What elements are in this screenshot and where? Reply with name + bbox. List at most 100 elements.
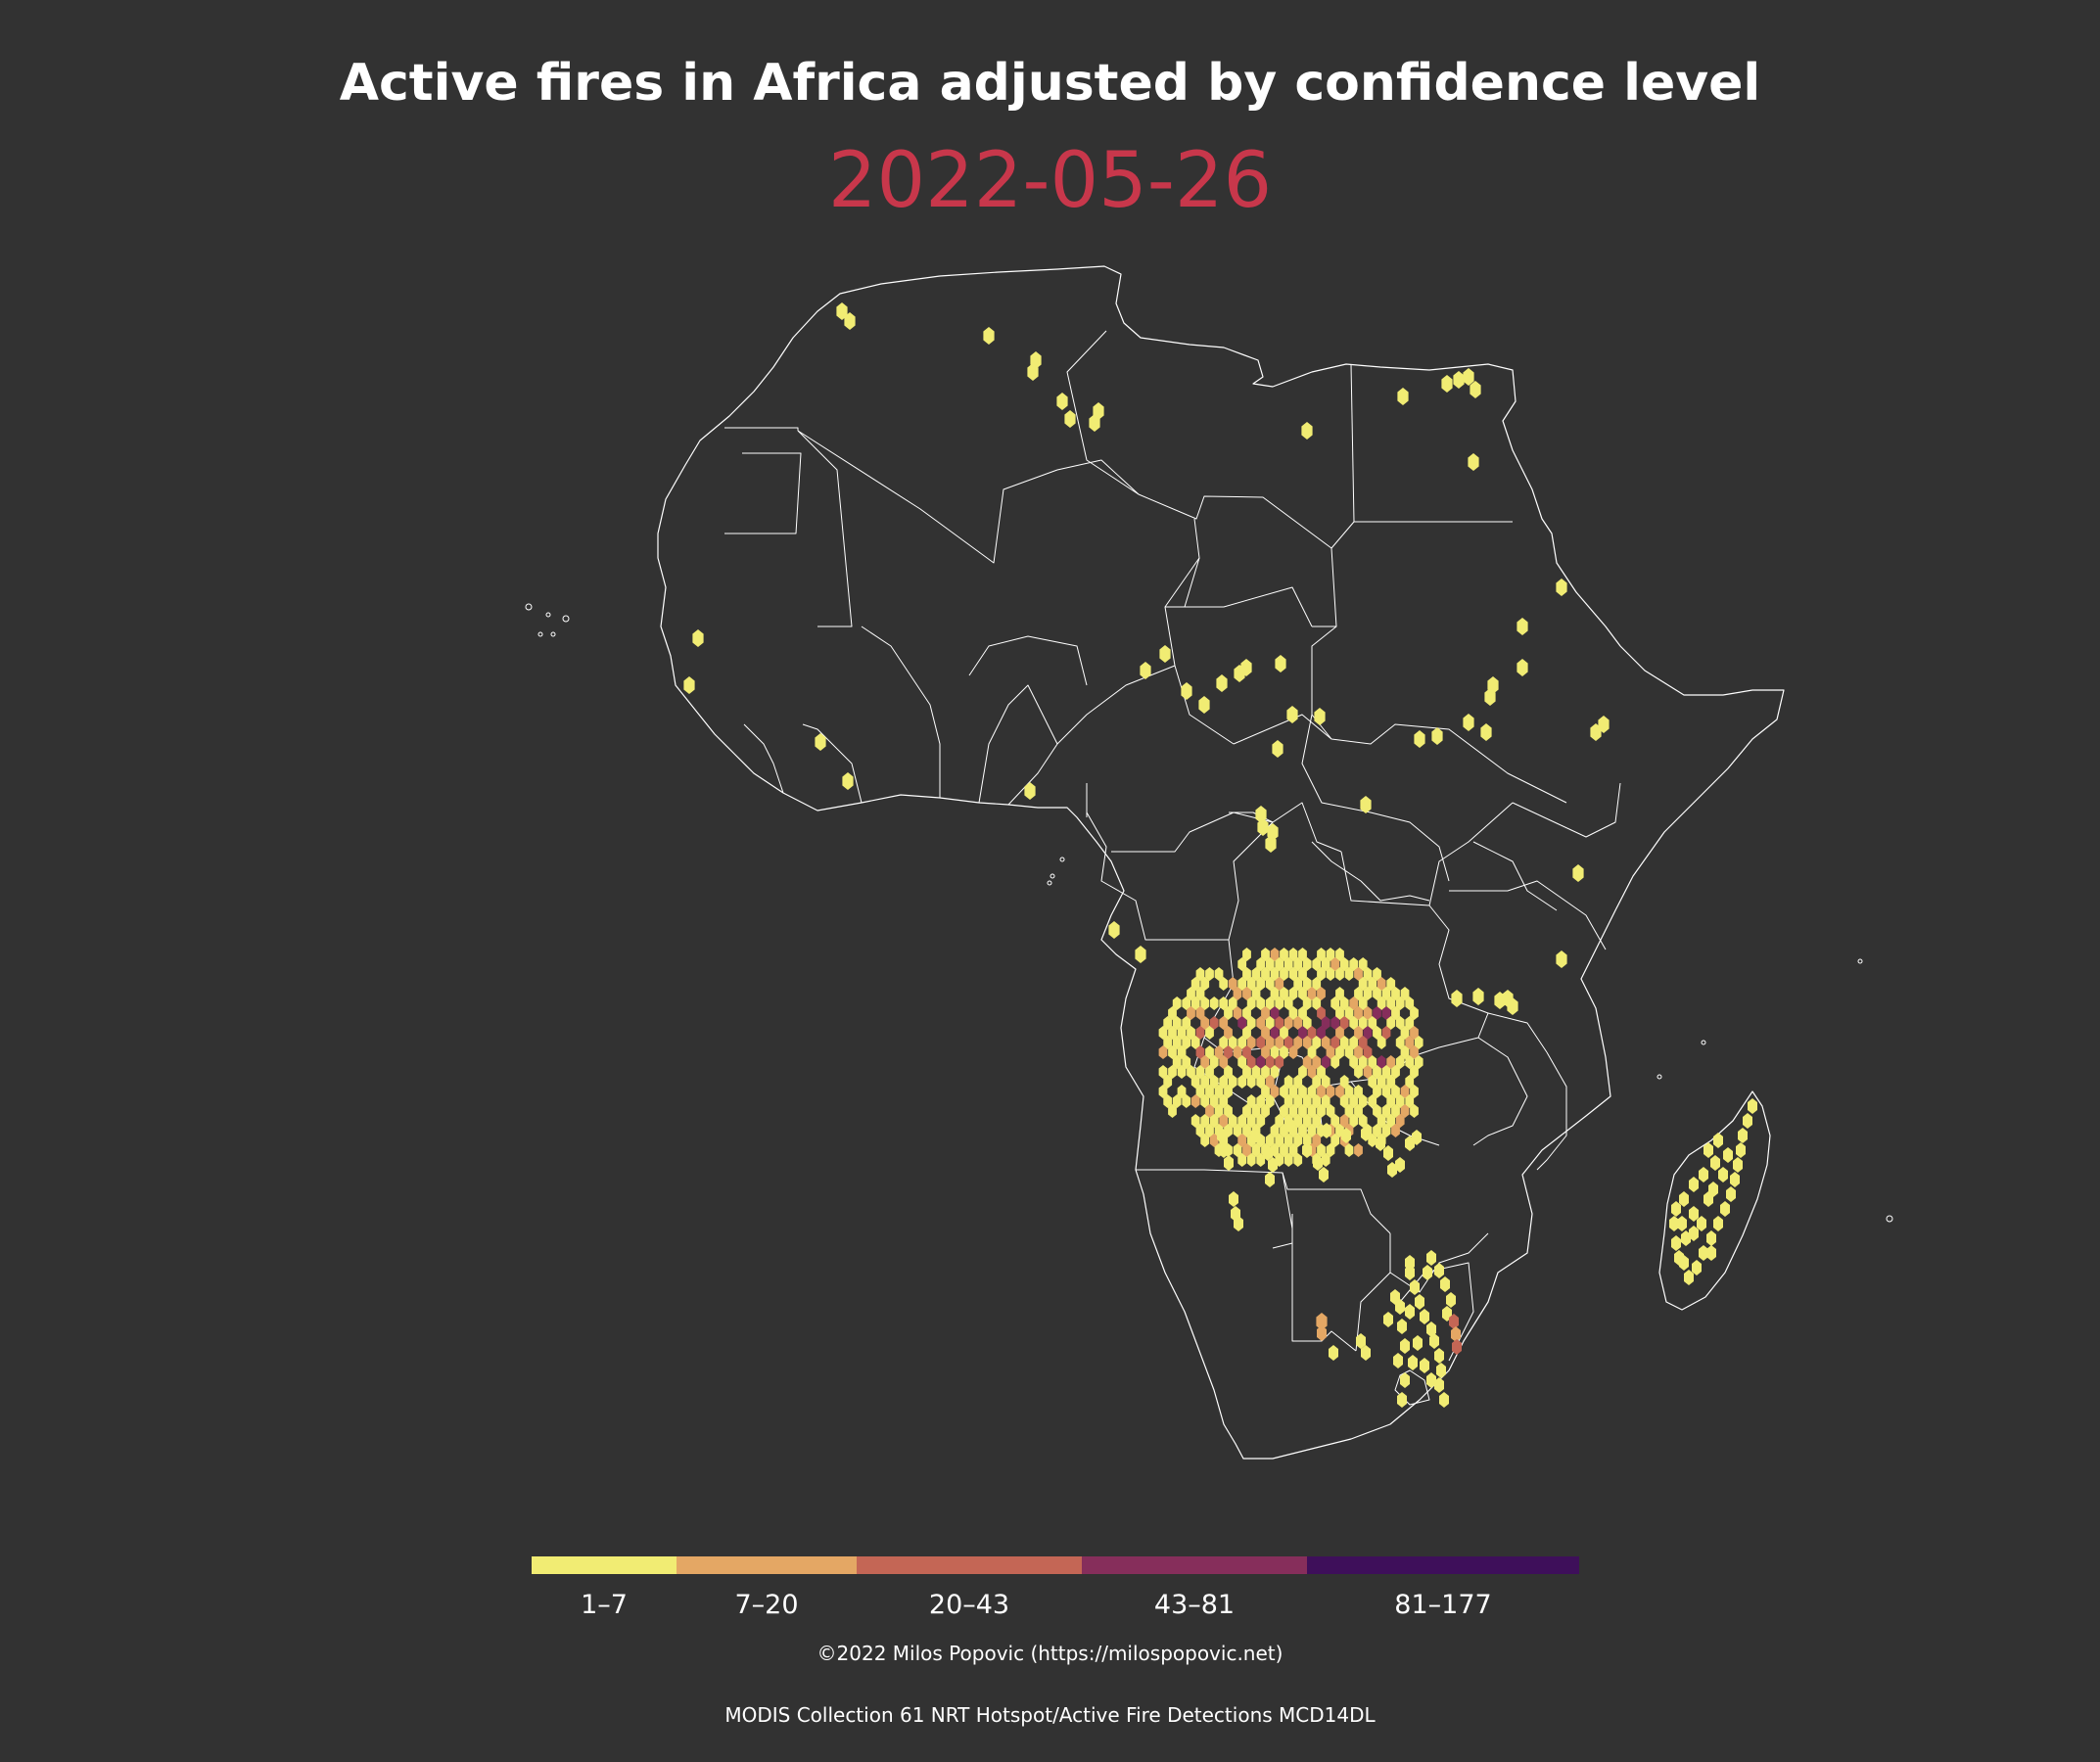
fire-hex bbox=[1391, 1006, 1400, 1020]
fire-hex bbox=[1190, 1094, 1200, 1108]
fire-hex bbox=[1190, 997, 1200, 1010]
fire-hex bbox=[1172, 1016, 1182, 1030]
fire-hex bbox=[1317, 948, 1326, 961]
fire-hex bbox=[1344, 1085, 1354, 1098]
fire-hex bbox=[1472, 988, 1484, 1005]
fire-hex bbox=[1381, 1085, 1391, 1098]
map-date: 2022-05-26 bbox=[827, 137, 1273, 225]
fire-hex bbox=[1280, 1026, 1288, 1040]
fire-hex bbox=[1434, 1263, 1444, 1278]
fire-hex bbox=[1265, 1134, 1275, 1147]
fire-hex bbox=[1414, 1036, 1423, 1049]
fire-hex bbox=[1233, 1143, 1242, 1157]
fire-hex bbox=[1270, 987, 1280, 1000]
fire-hex bbox=[1312, 957, 1322, 971]
fire-hex bbox=[1219, 977, 1229, 991]
fire-hex bbox=[1265, 835, 1277, 853]
fire-hex bbox=[1373, 1006, 1381, 1020]
fire-hex bbox=[1368, 1055, 1377, 1069]
fire-hex bbox=[1275, 997, 1284, 1010]
fire-hex bbox=[1349, 1036, 1359, 1049]
fire-hex bbox=[1246, 1055, 1256, 1069]
fire-hex bbox=[1363, 987, 1373, 1000]
fire-hex bbox=[1265, 1075, 1275, 1089]
fire-hex bbox=[1377, 997, 1386, 1010]
fire-hex bbox=[1710, 1155, 1720, 1171]
fire-hex bbox=[1358, 997, 1368, 1010]
fire-hex bbox=[1446, 1292, 1456, 1308]
fire-hex bbox=[1321, 1075, 1330, 1089]
fire-hex bbox=[1168, 1006, 1177, 1020]
fire-hex bbox=[1064, 410, 1076, 428]
fire-hex bbox=[1198, 696, 1210, 714]
fire-hex bbox=[1358, 1036, 1368, 1049]
fire-hex bbox=[1168, 1045, 1177, 1059]
fire-hex bbox=[1205, 1026, 1214, 1040]
fire-hex bbox=[1275, 1055, 1284, 1069]
fire-hex bbox=[1200, 1075, 1210, 1089]
fire-hex bbox=[1224, 1006, 1233, 1020]
fire-hex bbox=[1177, 1026, 1187, 1040]
fire-hex bbox=[1354, 1006, 1363, 1020]
fire-hex bbox=[1288, 967, 1298, 981]
fire-hex bbox=[1317, 1143, 1326, 1157]
fire-hex bbox=[1093, 402, 1104, 420]
legend-label-1: 1–7 bbox=[581, 1590, 628, 1620]
fire-hex bbox=[1397, 1319, 1407, 1334]
fire-hex bbox=[1187, 987, 1195, 1000]
fire-hex bbox=[1677, 1216, 1687, 1231]
fire-hex bbox=[1209, 1055, 1219, 1069]
fire-hex bbox=[1205, 1085, 1214, 1098]
fire-hex bbox=[1228, 997, 1237, 1010]
fire-hex bbox=[1219, 1114, 1229, 1128]
fire-hex bbox=[1517, 618, 1528, 635]
fire-hex bbox=[1363, 1045, 1373, 1059]
fire-hex bbox=[1307, 1065, 1317, 1079]
credit-text: ©2022 Milos Popovic (https://milospopovi… bbox=[817, 1642, 1283, 1665]
fire-hex bbox=[1307, 1045, 1317, 1059]
fire-hex bbox=[1377, 1075, 1386, 1089]
fire-hex bbox=[1671, 1235, 1681, 1251]
fire-hex bbox=[1246, 1114, 1256, 1128]
fire-hex bbox=[1386, 1016, 1396, 1030]
fire-hex bbox=[1330, 957, 1340, 971]
fire-hex bbox=[1172, 1055, 1182, 1069]
fire-hex bbox=[1317, 967, 1326, 981]
fire-hex bbox=[1669, 1216, 1679, 1231]
fire-hex bbox=[1358, 1055, 1368, 1069]
fire-hex bbox=[1237, 1153, 1247, 1167]
fire-hex bbox=[1293, 1075, 1303, 1089]
fire-hex bbox=[1237, 1114, 1247, 1128]
fire-hex bbox=[1242, 1045, 1251, 1059]
fire-hex bbox=[1302, 1134, 1312, 1147]
fire-hex bbox=[1182, 1036, 1191, 1049]
fire-hex bbox=[1400, 1104, 1410, 1118]
legend-swatch-4 bbox=[1082, 1556, 1307, 1574]
fire-hex bbox=[1354, 1143, 1363, 1157]
fire-hex bbox=[1322, 1123, 1331, 1138]
fire-hex bbox=[1163, 1036, 1173, 1049]
fire-hex bbox=[1326, 1143, 1335, 1157]
fire-hex bbox=[1400, 987, 1410, 1000]
fire-hex bbox=[1251, 987, 1261, 1000]
fire-hex bbox=[1426, 1250, 1436, 1266]
fire-hex bbox=[1237, 977, 1247, 991]
fire-hex bbox=[1381, 1124, 1391, 1137]
fire-hex bbox=[1288, 1085, 1298, 1098]
fire-hex bbox=[1288, 1045, 1298, 1059]
madagascar bbox=[1658, 1090, 1771, 1311]
fire-hex bbox=[1400, 1372, 1410, 1388]
fire-hex bbox=[1339, 1094, 1349, 1108]
fire-hex bbox=[1200, 1055, 1210, 1069]
fire-hex bbox=[1434, 1377, 1444, 1393]
fire-hex bbox=[1307, 1124, 1317, 1137]
fire-hex bbox=[1361, 1126, 1371, 1141]
fire-hex bbox=[1408, 1355, 1418, 1370]
fire-hex bbox=[1265, 1036, 1275, 1049]
fire-hex bbox=[1713, 1216, 1723, 1231]
fire-hex bbox=[1270, 948, 1280, 961]
fire-hex bbox=[1265, 1172, 1275, 1187]
fire-hex bbox=[1163, 1016, 1173, 1030]
fire-hex bbox=[1228, 1075, 1237, 1089]
fire-hex bbox=[1383, 1145, 1393, 1161]
